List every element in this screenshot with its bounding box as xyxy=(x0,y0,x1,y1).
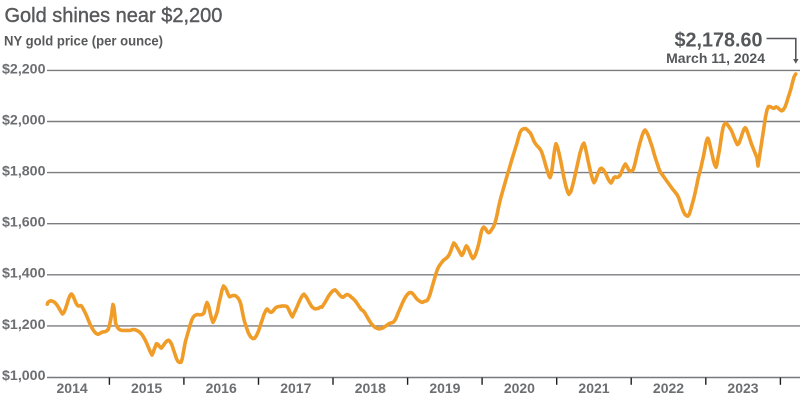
svg-text:2023: 2023 xyxy=(727,380,758,396)
svg-text:$2,178.60: $2,178.60 xyxy=(675,30,763,52)
svg-text:2017: 2017 xyxy=(280,380,311,396)
svg-text:2019: 2019 xyxy=(429,380,460,396)
svg-text:2014: 2014 xyxy=(57,380,88,396)
svg-text:2022: 2022 xyxy=(653,380,684,396)
svg-text:$2,000: $2,000 xyxy=(2,111,46,127)
svg-text:Gold shines near $2,200: Gold shines near $2,200 xyxy=(5,5,223,27)
svg-text:March 11, 2024: March 11, 2024 xyxy=(666,50,765,66)
svg-text:$1,800: $1,800 xyxy=(2,163,46,179)
svg-text:$1,400: $1,400 xyxy=(2,265,46,281)
svg-text:2015: 2015 xyxy=(131,380,162,396)
svg-text:2018: 2018 xyxy=(355,380,386,396)
svg-text:$2,200: $2,200 xyxy=(2,60,46,76)
svg-text:$1,000: $1,000 xyxy=(2,367,46,383)
svg-text:2021: 2021 xyxy=(578,380,609,396)
svg-text:$1,200: $1,200 xyxy=(2,316,46,332)
svg-text:NY gold price (per ounce): NY gold price (per ounce) xyxy=(4,32,163,48)
svg-text:2020: 2020 xyxy=(504,380,535,396)
svg-text:2016: 2016 xyxy=(206,380,237,396)
svg-text:$1,600: $1,600 xyxy=(2,214,46,230)
